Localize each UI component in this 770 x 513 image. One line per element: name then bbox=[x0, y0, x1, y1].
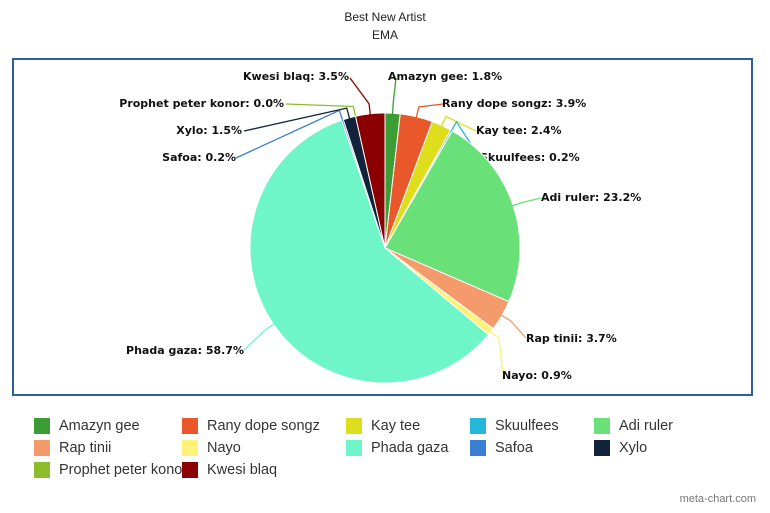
connector-rany-dope-songz bbox=[415, 103, 444, 119]
legend-item-xylo[interactable]: Xylo bbox=[594, 439, 647, 457]
legend-label: Rap tinii bbox=[59, 440, 112, 456]
legend-item-amazyn-gee[interactable]: Amazyn gee bbox=[34, 417, 140, 435]
connector-phada-gaza bbox=[243, 322, 276, 351]
connector-rap-tinii bbox=[499, 314, 527, 339]
data-label-adi-ruler: Adi ruler: 23.2% bbox=[541, 191, 641, 204]
legend-label: Skuulfees bbox=[495, 418, 559, 434]
legend-item-rany-dope-songz[interactable]: Rany dope songz bbox=[182, 417, 320, 435]
legend-swatch bbox=[346, 418, 362, 434]
legend-item-phada-gaza[interactable]: Phada gaza bbox=[346, 439, 448, 457]
legend-label: Nayo bbox=[207, 440, 241, 456]
legend-item-skuulfees[interactable]: Skuulfees bbox=[470, 417, 559, 435]
legend-item-prophet-peter-konor[interactable]: Prophet peter konor bbox=[34, 461, 187, 479]
connector-prophet-peter-konor bbox=[285, 103, 357, 119]
legend-swatch bbox=[34, 440, 50, 456]
connector-amazyn-gee bbox=[391, 77, 397, 116]
connector-kay-tee bbox=[440, 115, 477, 132]
data-label-amazyn-gee: Amazyn gee: 1.8% bbox=[388, 70, 502, 83]
data-label-kwesi-blaq: Kwesi blaq: 3.5% bbox=[243, 70, 349, 83]
data-label-kay-tee: Kay tee: 2.4% bbox=[476, 124, 562, 137]
legend-swatch bbox=[470, 418, 486, 434]
data-label-prophet-peter-konor: Prophet peter konor: 0.0% bbox=[119, 97, 284, 110]
legend-label: Amazyn gee bbox=[59, 418, 140, 434]
legend-label: Rany dope songz bbox=[207, 418, 320, 434]
legend-label: Prophet peter konor bbox=[59, 462, 188, 478]
legend-swatch bbox=[594, 418, 610, 434]
connector-kwesi-blaq bbox=[349, 77, 372, 116]
legend-item-safoa[interactable]: Safoa bbox=[470, 439, 533, 457]
legend-swatch bbox=[34, 418, 50, 434]
legend-swatch bbox=[346, 440, 362, 456]
connector-xylo bbox=[243, 107, 351, 132]
chart-frame bbox=[12, 58, 753, 396]
data-label-phada-gaza: Phada gaza: 58.7% bbox=[126, 344, 244, 357]
legend-label: Phada gaza bbox=[371, 440, 449, 456]
data-label-skuulfees: Skuulfees: 0.2% bbox=[480, 151, 580, 164]
connector-adi-ruler bbox=[511, 197, 542, 207]
legend-swatch bbox=[594, 440, 610, 456]
legend-item-rap-tinii[interactable]: Rap tinii bbox=[34, 439, 111, 457]
legend-item-kay-tee[interactable]: Kay tee bbox=[346, 417, 420, 435]
legend-label: Xylo bbox=[619, 440, 648, 456]
legend-swatch bbox=[182, 462, 198, 478]
legend-item-nayo[interactable]: Nayo bbox=[182, 439, 241, 457]
data-label-xylo: Xylo: 1.5% bbox=[176, 124, 242, 137]
legend-item-kwesi-blaq[interactable]: Kwesi blaq bbox=[182, 461, 277, 479]
legend-label: Kay tee bbox=[371, 418, 421, 434]
legend-label: Safoa bbox=[495, 440, 533, 456]
legend-swatch bbox=[34, 462, 50, 478]
legend-swatch bbox=[182, 440, 198, 456]
connector-nayo bbox=[488, 329, 504, 375]
data-label-nayo: Nayo: 0.9% bbox=[502, 369, 572, 382]
chart-title: Best New Artist bbox=[344, 10, 426, 24]
credit-text: meta-chart.com bbox=[679, 493, 756, 505]
legend-label: Adi ruler bbox=[619, 418, 673, 434]
legend-swatch bbox=[470, 440, 486, 456]
data-label-safoa: Safoa: 0.2% bbox=[162, 151, 236, 164]
legend-label: Kwesi blaq bbox=[207, 462, 278, 478]
legend-swatch bbox=[182, 418, 198, 434]
data-label-rany-dope-songz: Rany dope songz: 3.9% bbox=[442, 97, 586, 110]
data-label-rap-tinii: Rap tinii: 3.7% bbox=[526, 332, 617, 345]
chart-subtitle: EMA bbox=[371, 28, 398, 42]
legend-item-adi-ruler[interactable]: Adi ruler bbox=[594, 417, 673, 435]
